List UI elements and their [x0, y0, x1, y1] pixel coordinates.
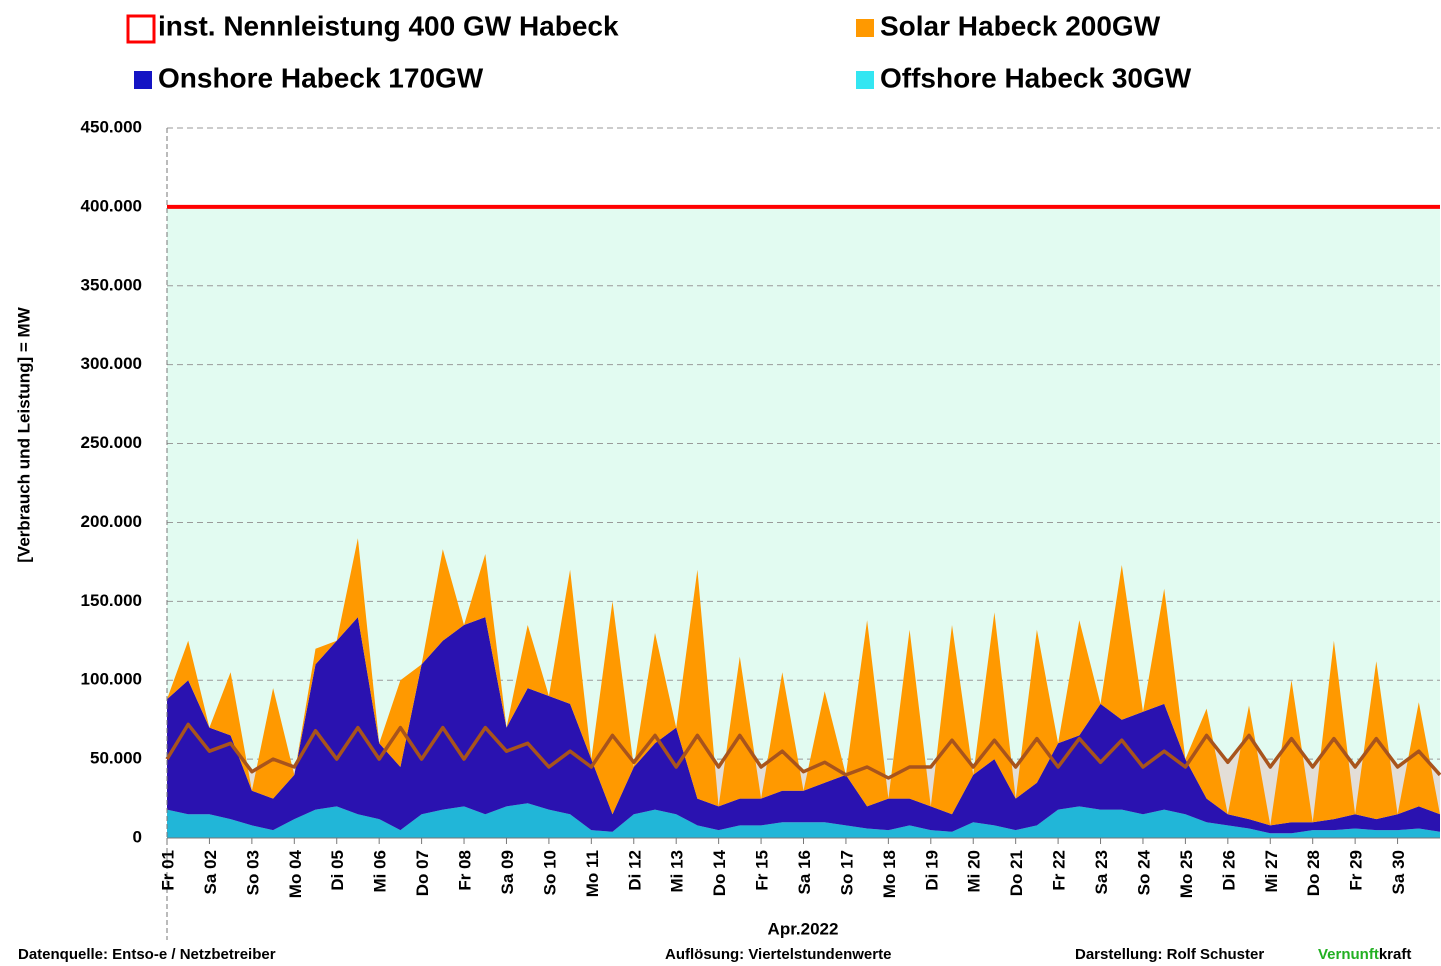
x-tick-label: Mi 20 [965, 850, 984, 893]
legend-label: inst. Nennleistung 400 GW Habeck [158, 10, 619, 41]
x-tick-label: Do 21 [1007, 850, 1026, 896]
x-tick-label: Di 12 [625, 850, 644, 891]
x-tick-label: Sa 02 [201, 850, 220, 894]
x-tick-label: Mo 11 [583, 850, 602, 897]
legend-swatch [134, 71, 152, 89]
footer-author: Darstellung: Rolf Schuster [1075, 946, 1264, 963]
x-tick-label: So 10 [540, 850, 559, 895]
y-tick-label: 0 [133, 827, 142, 846]
x-tick-label: Fr 08 [456, 850, 475, 891]
footer-source: Datenquelle: Entso-e / Netzbetreiber [18, 946, 276, 963]
x-tick-label: Fr 15 [753, 850, 772, 891]
brand-green: Vernunft [1318, 946, 1379, 963]
legend-swatch [856, 71, 874, 89]
legend-swatch [126, 14, 156, 44]
x-tick-label: So 03 [243, 850, 262, 895]
x-tick-label: Do 14 [710, 849, 729, 896]
x-tick-label: Sa 09 [498, 850, 517, 894]
y-tick-label: 50.000 [90, 749, 142, 768]
x-tick-label: Sa 16 [795, 850, 814, 894]
stacked-area [167, 617, 1440, 834]
y-tick-label: 350.000 [81, 275, 142, 294]
footer-resolution: Auflösung: Viertelstundenwerte [665, 946, 891, 963]
x-axis-label: Apr.2022 [768, 919, 839, 938]
x-tick-label: Fr 22 [1050, 850, 1069, 891]
y-tick-label: 300.000 [81, 354, 142, 373]
x-tick-label: Di 05 [328, 850, 347, 891]
x-tick-label: So 17 [837, 850, 856, 895]
x-tick-label: Sa 23 [1092, 850, 1111, 894]
x-tick-label: Mi 06 [371, 850, 390, 893]
x-tick-label: So 24 [1134, 849, 1153, 895]
y-tick-label: 150.000 [81, 591, 142, 610]
footer-brand: Vernunftkraft [1318, 946, 1411, 963]
legend-label: Solar Habeck 200GW [880, 10, 1161, 41]
x-tick-label: Mi 27 [1262, 850, 1281, 893]
y-axis-label: [Verbrauch und Leistung] = MW [14, 306, 33, 562]
y-tick-label: 250.000 [81, 433, 142, 452]
x-tick-label: Mo 18 [880, 850, 899, 898]
y-tick-label: 450.000 [81, 117, 142, 136]
brand-black: kraft [1379, 946, 1412, 963]
x-tick-label: Mo 04 [286, 849, 305, 898]
legend-label: Offshore Habeck 30GW [880, 62, 1192, 93]
consumption-line [165, 722, 1441, 780]
legend-label: Onshore Habeck 170GW [158, 62, 484, 93]
x-tick-label: Fr 01 [158, 850, 177, 891]
y-tick-label: 200.000 [81, 512, 142, 531]
x-tick-label: Sa 30 [1389, 850, 1408, 894]
x-tick-label: Di 26 [1219, 850, 1238, 891]
stacked-area [167, 538, 1440, 826]
x-tick-label: Di 19 [922, 850, 941, 891]
x-tick-label: Mi 13 [668, 850, 687, 893]
x-tick-label: Mo 25 [1177, 850, 1196, 898]
x-tick-label: Do 28 [1304, 850, 1323, 896]
y-tick-label: 400.000 [81, 196, 142, 215]
y-tick-label: 100.000 [81, 670, 142, 689]
stacked-area [167, 803, 1440, 838]
legend-swatch [856, 19, 874, 37]
x-tick-label: Do 07 [413, 850, 432, 896]
x-tick-label: Fr 29 [1347, 850, 1366, 891]
